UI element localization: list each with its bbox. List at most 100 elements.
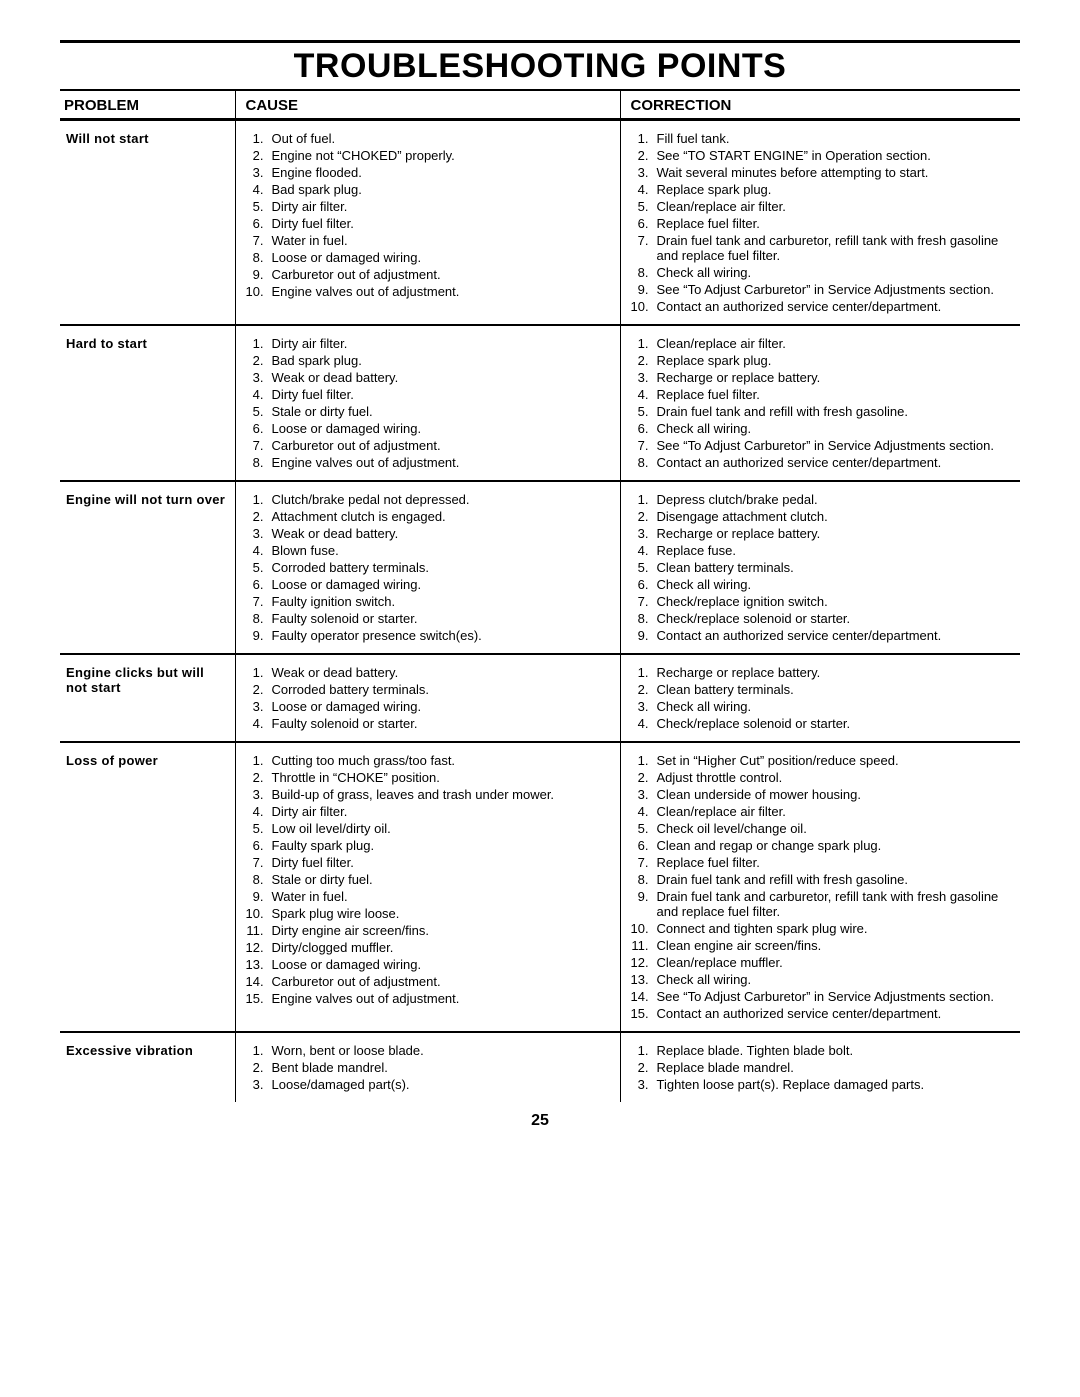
list-item: Dirty fuel filter. xyxy=(272,855,614,870)
list-number: 7. xyxy=(631,438,657,453)
list-number: 3. xyxy=(631,370,657,385)
list-number: 8. xyxy=(631,611,657,626)
list-number: 3. xyxy=(631,1077,657,1092)
list-item: Check all wiring. xyxy=(657,265,1015,280)
cause-list: 1.Out of fuel.2.Engine not “CHOKED” prop… xyxy=(246,131,614,299)
list-number: 2. xyxy=(246,353,272,368)
list-number: 8. xyxy=(631,872,657,887)
list-item: Loose or damaged wiring. xyxy=(272,957,614,972)
list-number: 1. xyxy=(246,336,272,351)
list-item: Water in fuel. xyxy=(272,233,614,248)
page-number: 25 xyxy=(60,1112,1020,1130)
problem-cell: Will not start xyxy=(60,120,235,326)
list-item: Weak or dead battery. xyxy=(272,526,614,541)
list-item: Corroded battery terminals. xyxy=(272,560,614,575)
list-item: Depress clutch/brake pedal. xyxy=(657,492,1015,507)
list-number: 11. xyxy=(246,923,272,938)
list-item: Carburetor out of adjustment. xyxy=(272,267,614,282)
correction-cell: 1.Depress clutch/brake pedal.2.Disengage… xyxy=(620,481,1020,654)
list-number: 11. xyxy=(631,938,657,953)
list-number: 6. xyxy=(631,577,657,592)
list-item: Loose or damaged wiring. xyxy=(272,421,614,436)
list-item: Clean underside of mower housing. xyxy=(657,787,1015,802)
list-number: 13. xyxy=(246,957,272,972)
list-number: 15. xyxy=(246,991,272,1006)
list-item: Recharge or replace battery. xyxy=(657,370,1015,385)
list-number: 7. xyxy=(631,594,657,609)
list-item: Blown fuse. xyxy=(272,543,614,558)
list-item: Engine valves out of adjustment. xyxy=(272,991,614,1006)
list-number: 3. xyxy=(246,699,272,714)
list-number: 2. xyxy=(631,770,657,785)
list-number: 4. xyxy=(246,387,272,402)
list-number: 7. xyxy=(246,438,272,453)
list-number: 3. xyxy=(631,526,657,541)
list-item: Dirty fuel filter. xyxy=(272,216,614,231)
list-number: 4. xyxy=(631,182,657,197)
list-number: 13. xyxy=(631,972,657,987)
list-number: 8. xyxy=(246,250,272,265)
list-item: Replace spark plug. xyxy=(657,182,1015,197)
list-item: Low oil level/dirty oil. xyxy=(272,821,614,836)
list-number: 1. xyxy=(246,492,272,507)
list-item: Engine valves out of adjustment. xyxy=(272,284,614,299)
list-number: 1. xyxy=(631,665,657,680)
list-item: Replace blade mandrel. xyxy=(657,1060,1015,1075)
list-item: Dirty fuel filter. xyxy=(272,387,614,402)
list-number: 6. xyxy=(246,216,272,231)
list-number: 1. xyxy=(631,1043,657,1058)
list-number: 2. xyxy=(246,682,272,697)
list-number: 4. xyxy=(631,716,657,731)
list-number: 10. xyxy=(246,284,272,299)
list-number: 4. xyxy=(246,716,272,731)
list-number: 1. xyxy=(631,336,657,351)
cause-cell: 1.Cutting too much grass/too fast.2.Thro… xyxy=(235,742,620,1032)
header-problem: PROBLEM xyxy=(60,91,235,120)
list-item: Clean/replace air filter. xyxy=(657,336,1015,351)
cause-cell: 1.Clutch/brake pedal not depressed.2.Att… xyxy=(235,481,620,654)
list-item: Replace fuel filter. xyxy=(657,387,1015,402)
list-number: 2. xyxy=(246,509,272,524)
cause-list: 1.Cutting too much grass/too fast.2.Thro… xyxy=(246,753,614,1006)
list-number: 3. xyxy=(246,165,272,180)
correction-cell: 1.Fill fuel tank.2.See “TO START ENGINE”… xyxy=(620,120,1020,326)
list-item: Check all wiring. xyxy=(657,421,1015,436)
list-item: Loose or damaged wiring. xyxy=(272,250,614,265)
list-item: Faulty solenoid or starter. xyxy=(272,716,614,731)
cause-cell: 1.Worn, bent or loose blade.2.Bent blade… xyxy=(235,1032,620,1102)
list-number: 14. xyxy=(246,974,272,989)
list-number: 5. xyxy=(631,404,657,419)
table-body: Will not start1.Out of fuel.2.Engine not… xyxy=(60,120,1020,1103)
table-row: Engine will not turn over1.Clutch/brake … xyxy=(60,481,1020,654)
list-number: 9. xyxy=(631,889,657,919)
header-correction: CORRECTION xyxy=(620,91,1020,120)
cause-list: 1.Dirty air filter.2.Bad spark plug.3.We… xyxy=(246,336,614,470)
list-number: 6. xyxy=(246,838,272,853)
list-item: See “TO START ENGINE” in Operation secti… xyxy=(657,148,1015,163)
list-item: Set in “Higher Cut” position/reduce spee… xyxy=(657,753,1015,768)
correction-cell: 1.Clean/replace air filter.2.Replace spa… xyxy=(620,325,1020,481)
list-item: Bent blade mandrel. xyxy=(272,1060,614,1075)
correction-list: 1.Depress clutch/brake pedal.2.Disengage… xyxy=(631,492,1015,643)
list-item: Contact an authorized service center/dep… xyxy=(657,455,1015,470)
list-number: 7. xyxy=(246,233,272,248)
list-item: Loose or damaged wiring. xyxy=(272,577,614,592)
list-number: 4. xyxy=(631,387,657,402)
header-cause: CAUSE xyxy=(235,91,620,120)
list-number: 4. xyxy=(246,804,272,819)
list-item: Contact an authorized service center/dep… xyxy=(657,1006,1015,1021)
list-item: Bad spark plug. xyxy=(272,353,614,368)
list-number: 1. xyxy=(246,665,272,680)
correction-list: 1.Set in “Higher Cut” position/reduce sp… xyxy=(631,753,1015,1021)
list-item: Check/replace solenoid or starter. xyxy=(657,611,1015,626)
list-item: Stale or dirty fuel. xyxy=(272,404,614,419)
list-item: Check all wiring. xyxy=(657,699,1015,714)
list-number: 5. xyxy=(246,199,272,214)
list-item: Replace blade. Tighten blade bolt. xyxy=(657,1043,1015,1058)
list-item: Recharge or replace battery. xyxy=(657,526,1015,541)
list-number: 6. xyxy=(246,577,272,592)
list-number: 7. xyxy=(246,855,272,870)
list-item: Adjust throttle control. xyxy=(657,770,1015,785)
list-item: Carburetor out of adjustment. xyxy=(272,974,614,989)
list-item: Check all wiring. xyxy=(657,577,1015,592)
